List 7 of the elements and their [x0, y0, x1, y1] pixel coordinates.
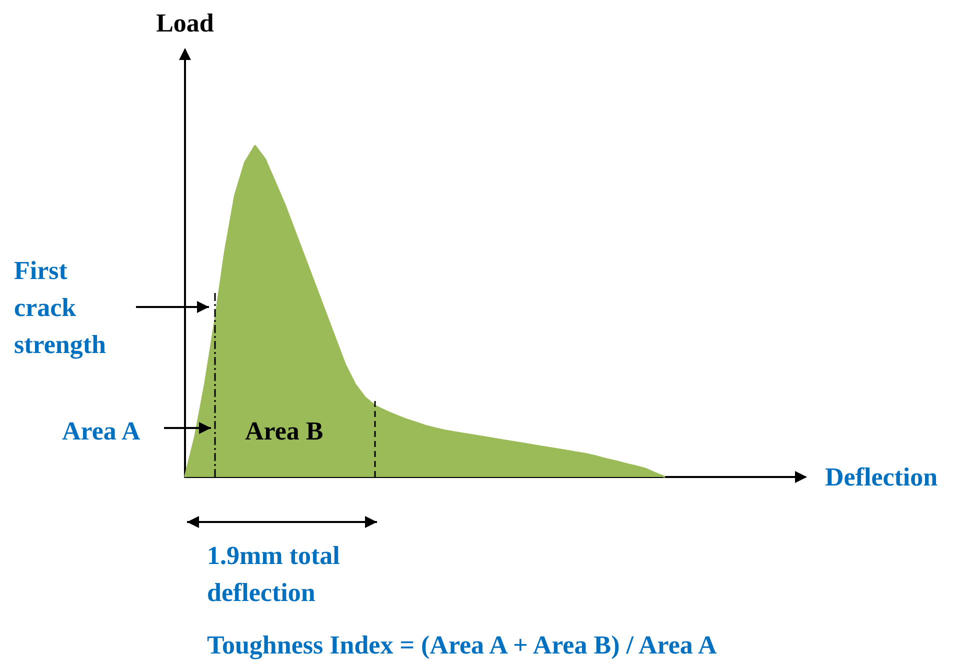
text: 1.9mm total deflection: [207, 541, 340, 607]
text: Area A: [62, 416, 140, 446]
text: Toughness Index = (Area A + Area B) / Area A: [207, 630, 717, 660]
annotation: Area B: [245, 416, 324, 446]
text: First crack strength: [14, 256, 107, 359]
y-axis-title: Load: [156, 8, 214, 38]
x-axis-title: Deflection: [825, 462, 938, 492]
